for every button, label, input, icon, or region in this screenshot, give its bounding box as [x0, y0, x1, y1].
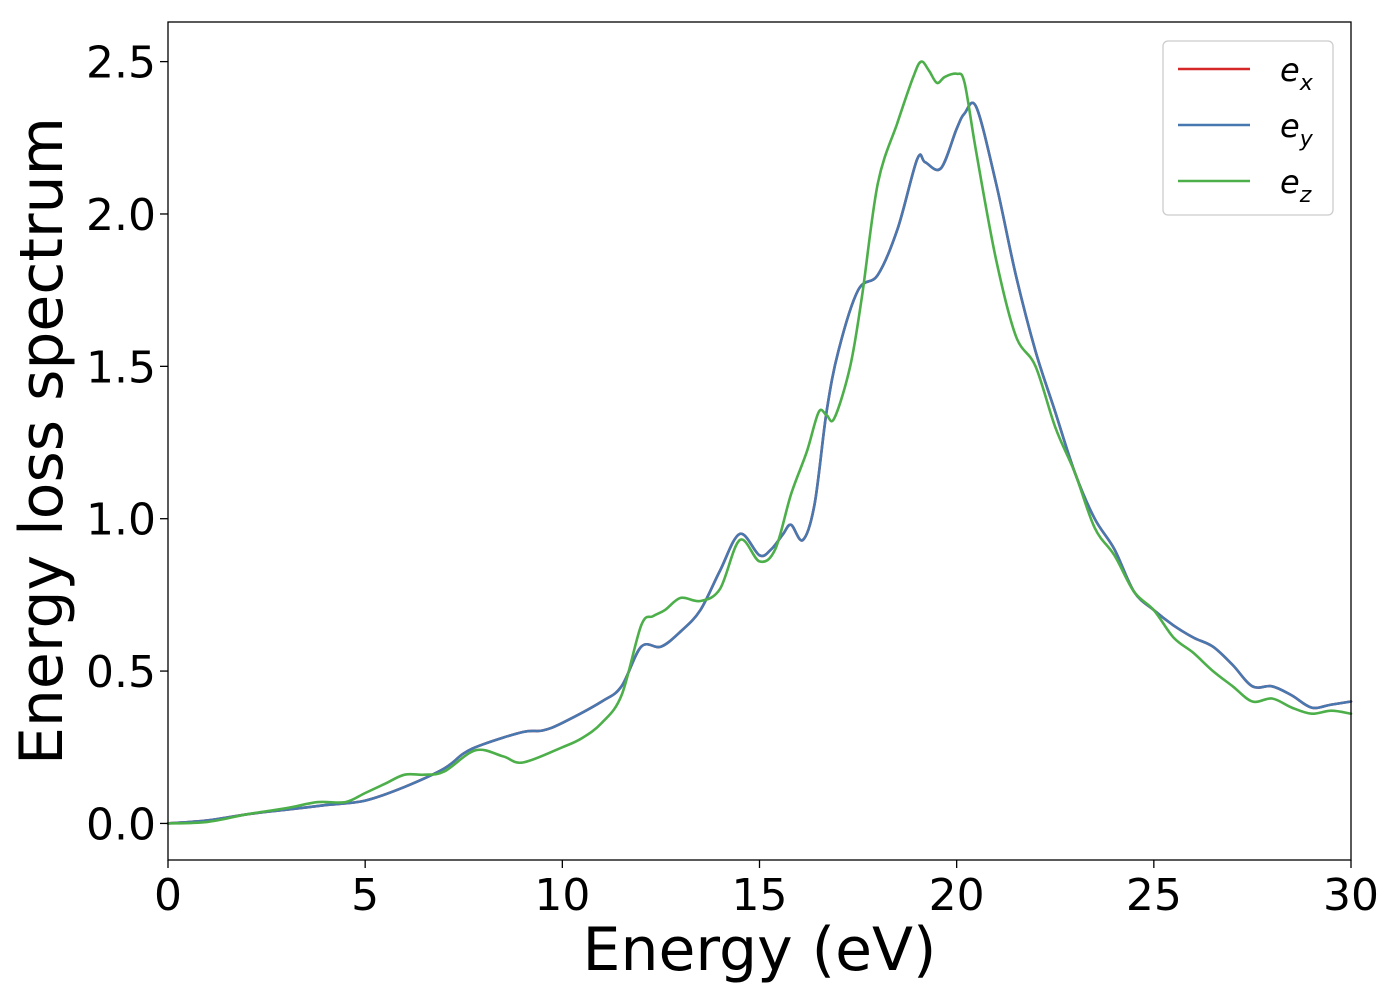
legend: ex ey ez [1162, 40, 1334, 216]
x-axis-title: Energy (eV) [583, 915, 937, 985]
x-tick-label: 10 [534, 870, 590, 921]
legend-label-x: ex [1280, 51, 1314, 96]
x-tick-label: 0 [154, 870, 182, 921]
x-tick-label: 20 [929, 870, 985, 921]
legend-box [1162, 40, 1334, 216]
x-axis: 0 5 10 15 20 25 30 [154, 860, 1379, 921]
y-tick-label: 0.0 [86, 799, 156, 850]
y-tick-label: 0.5 [86, 647, 156, 698]
y-tick-label: 1.0 [86, 495, 156, 546]
legend-label-z: ez [1280, 163, 1312, 208]
series-layer [166, 60, 1353, 825]
legend-label-y: ey [1280, 107, 1314, 152]
x-tick-label: 25 [1126, 870, 1182, 921]
x-tick-label: 30 [1323, 870, 1379, 921]
x-tick-label: 15 [732, 870, 788, 921]
y-axis-title: Energy loss spectrum [7, 117, 77, 765]
y-axis: 0.0 0.5 1.0 1.5 2.0 2.5 [86, 38, 168, 850]
series-line-y [166, 101, 1353, 825]
y-tick-label: 1.5 [86, 342, 156, 393]
y-tick-label: 2.5 [86, 38, 156, 89]
series-line-z [166, 60, 1353, 825]
y-tick-label: 2.0 [86, 190, 156, 241]
x-tick-label: 5 [351, 870, 379, 921]
